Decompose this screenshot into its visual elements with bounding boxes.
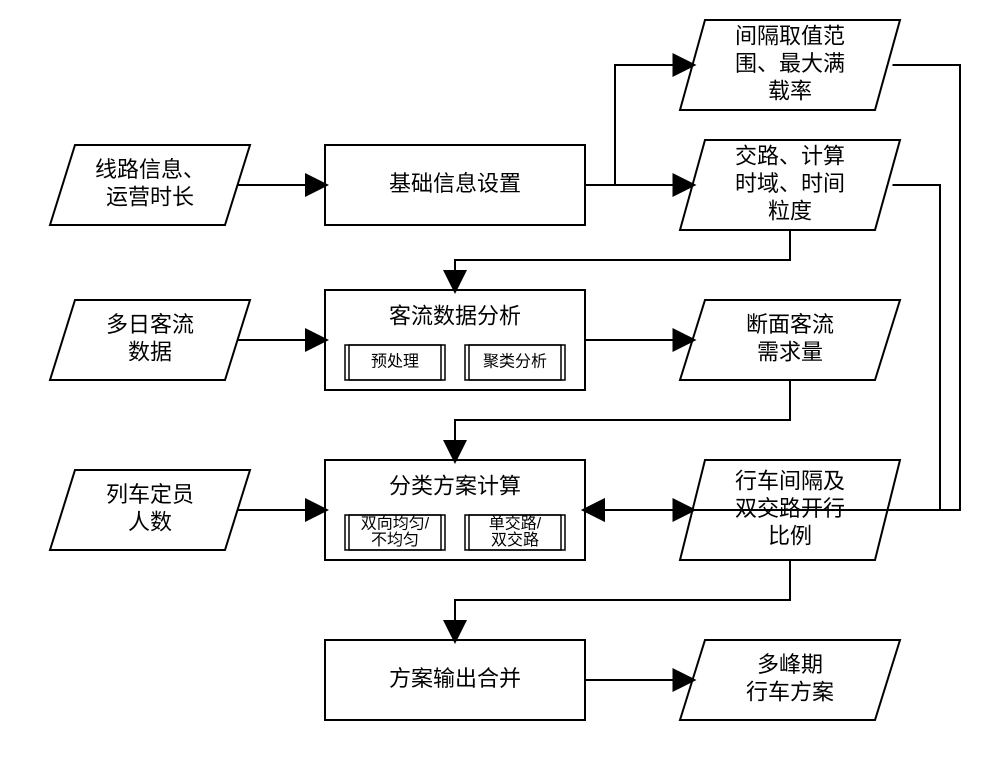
edge-out_ratio-proc_merge [455, 560, 790, 640]
out_route-label: 交路、计算 [735, 143, 845, 168]
edge-out_range-proc_calc [585, 65, 960, 510]
proc_flow-sub-0: 预处理 [371, 353, 419, 371]
out_ratio-label: 行车间隔及 [735, 468, 845, 493]
proc_calc-sub-0: 不均匀 [371, 531, 419, 549]
in_line-label: 线路信息、 [95, 157, 205, 182]
in_line-label: 运营时长 [106, 185, 194, 210]
proc_calc-label: 分类方案计算 [389, 473, 521, 498]
out_ratio-label: 双交路开行 [735, 496, 845, 521]
out_plan-label: 多峰期 [757, 652, 823, 677]
proc_merge-label: 方案输出合并 [389, 666, 521, 691]
edge-out_route-proc_flow [455, 230, 790, 290]
out_route-label: 粒度 [768, 198, 812, 223]
out_route-label: 时域、时间 [735, 171, 845, 196]
in_cap-label: 列车定员 [106, 482, 194, 507]
out_range-label: 间隔取值范 [735, 23, 845, 48]
out_range-label: 围、最大满 [735, 51, 845, 76]
proc_calc-sub-1: 单交路/ [489, 514, 542, 532]
edge-proc_base-out_range [585, 65, 693, 185]
out_demand-label: 断面客流 [746, 312, 834, 337]
in_flow-label: 多日客流 [106, 312, 194, 337]
proc_flow-label: 客流数据分析 [389, 303, 521, 328]
edge-out_demand-proc_calc [455, 380, 790, 460]
out_ratio-label: 比例 [768, 523, 812, 548]
proc_base-label: 基础信息设置 [389, 171, 521, 196]
proc_calc-sub-0: 双向均匀/ [361, 514, 430, 532]
proc_flow-sub-1: 聚类分析 [483, 353, 547, 371]
flowchart-canvas: 线路信息、运营时长 基础信息设置 间隔取值范围、最大满载率交路、计算时域、时间粒度多… [0, 0, 1000, 778]
in_flow-label: 数据 [128, 340, 172, 365]
proc_calc-sub-1: 双交路 [491, 531, 539, 549]
in_cap-label: 人数 [128, 510, 172, 535]
out_range-label: 载率 [768, 78, 812, 103]
out_demand-label: 需求量 [757, 340, 823, 365]
out_plan-label: 行车方案 [746, 680, 834, 705]
